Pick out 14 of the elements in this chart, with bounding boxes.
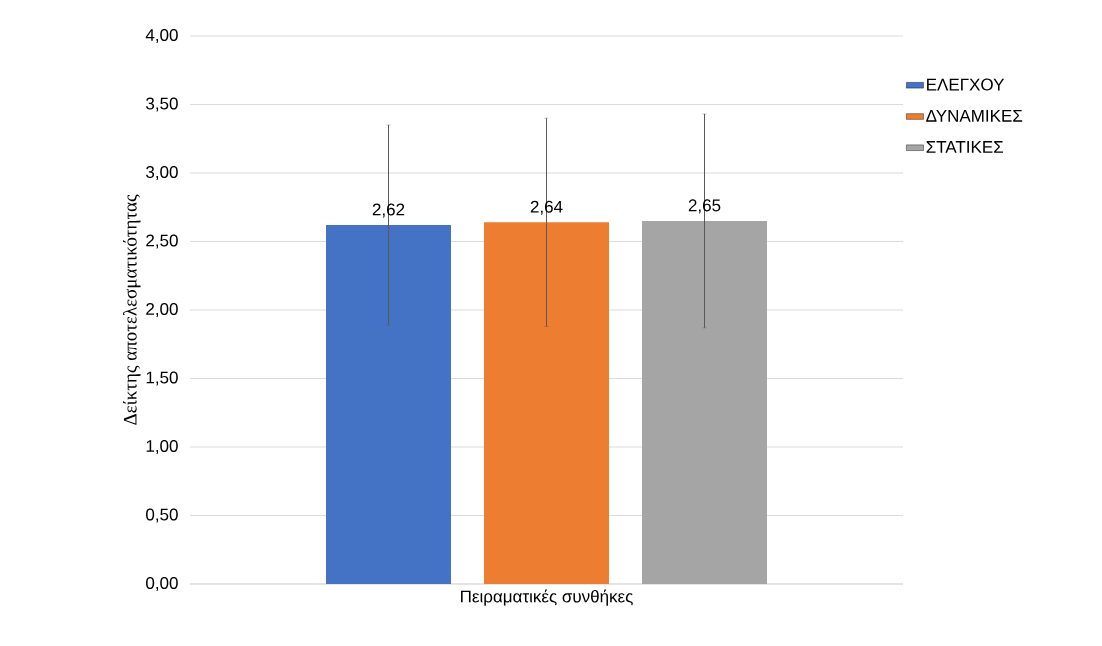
y-tick-label: 0,00 [146, 576, 178, 592]
y-tick-label: 4,00 [145, 28, 178, 44]
x-tick-label: Πειραματικές συνθήκες [461, 589, 633, 606]
y-axis-title: Δείκτης αποτελεσματικότητας [123, 194, 141, 425]
y-tick-label: 2,00 [146, 302, 178, 318]
y-tick-label: 2,50 [146, 234, 178, 249]
legend-label: ΣΤΑΤΙΚΕΣ [926, 141, 1004, 153]
legend-label: ΔΥΝΑΜΙΚΕΣ [926, 109, 1023, 122]
y-tick-label: 1,50 [146, 371, 178, 386]
y-tick-label: 3,50 [146, 97, 178, 112]
legend-label: ΕΛΕΓΧΟΥ [927, 78, 1005, 91]
y-tick-label: 0,50 [146, 508, 178, 523]
y-tick-label: 1,00 [146, 439, 178, 455]
y-tick-label: 3,00 [146, 165, 178, 181]
